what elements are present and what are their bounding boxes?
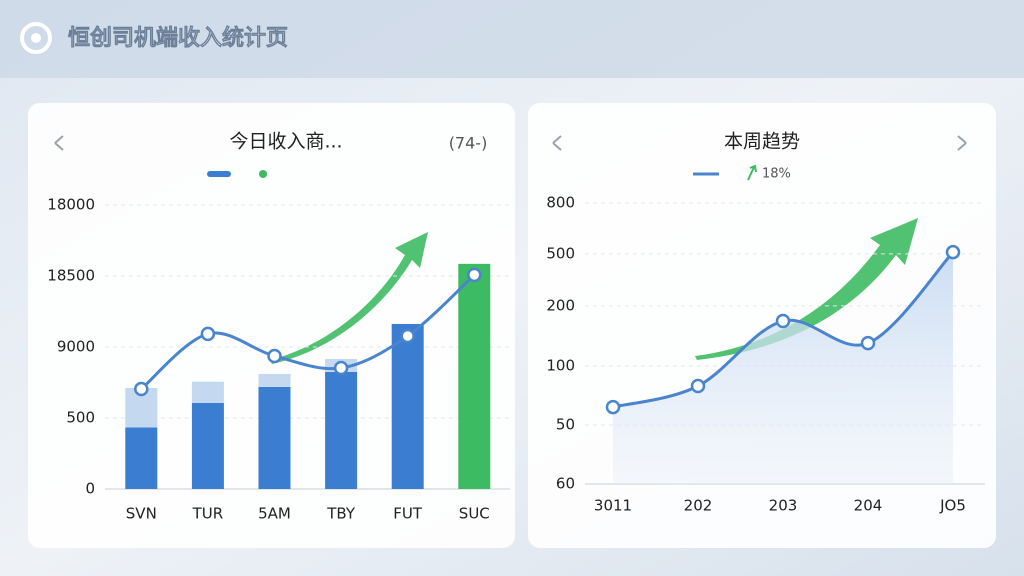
point [467, 267, 482, 283]
page-title: 恒创司机端收入统计页 [68, 25, 288, 51]
y-tick-label: 0 [85, 480, 95, 498]
bar [325, 371, 358, 489]
legend-swatch [259, 170, 267, 178]
line [140, 273, 476, 391]
next-button[interactable] [957, 135, 967, 151]
chart: 60 50 100 200 500 800 3011 202 203 204 JO5 [546, 172, 985, 515]
point [860, 335, 876, 351]
bar [391, 323, 424, 489]
y-tick-label: 100 [546, 356, 575, 374]
bar [191, 403, 224, 489]
trend-icon [747, 164, 757, 181]
bar [191, 381, 224, 404]
point [333, 360, 349, 376]
bar [258, 386, 291, 489]
bar [125, 427, 158, 489]
x-tick-label: 3011 [594, 497, 632, 515]
chart-title: 本周趋势 [724, 131, 800, 153]
app-icon [20, 22, 52, 54]
point [200, 326, 216, 342]
y-tick-label: 60 [556, 475, 575, 493]
chart-title: 今日收入商... [229, 131, 342, 153]
point [775, 313, 791, 329]
point [945, 244, 961, 260]
y-tick-label: 50 [556, 415, 575, 433]
x-tick-label: TBY [326, 505, 356, 523]
x-tick-label: SUC [459, 505, 490, 523]
y-tick-label: 800 [546, 194, 575, 212]
bar [458, 263, 491, 489]
prev-button[interactable] [54, 135, 64, 151]
point [605, 399, 621, 415]
point [267, 348, 282, 364]
x-tick-label: JO5 [939, 497, 966, 515]
point [690, 378, 706, 394]
y-tick-label: 500 [546, 244, 575, 262]
legend-swatch [207, 171, 231, 177]
trend-arrow [695, 218, 918, 360]
prev-button[interactable] [552, 135, 562, 151]
x-tick-label: 204 [854, 497, 883, 515]
y-tick-label: 200 [546, 296, 575, 314]
x-tick-label: SVN [126, 505, 157, 523]
y-tick-label: 18000 [47, 196, 95, 214]
y-tick-label: 9000 [57, 338, 95, 356]
point [134, 381, 149, 397]
chart: 0 500 9000 18500 18000 SVN TUR 5AM TBY FUT SUC [47, 170, 510, 523]
x-tick-label: 5AM [258, 505, 291, 523]
header-bar [0, 0, 1024, 78]
trend-arrow [270, 232, 428, 364]
area [613, 252, 953, 484]
x-tick-label: 202 [684, 497, 713, 515]
annotation: 18% [762, 167, 791, 182]
y-tick-label: 500 [66, 409, 95, 427]
x-tick-label: 203 [769, 497, 798, 515]
x-tick-label: FUT [393, 505, 423, 523]
x-tick-label: TUR [192, 505, 224, 523]
y-tick-label: 18500 [47, 267, 95, 285]
point [400, 328, 415, 344]
bar [258, 373, 291, 387]
annotation: (74-) [449, 134, 488, 153]
